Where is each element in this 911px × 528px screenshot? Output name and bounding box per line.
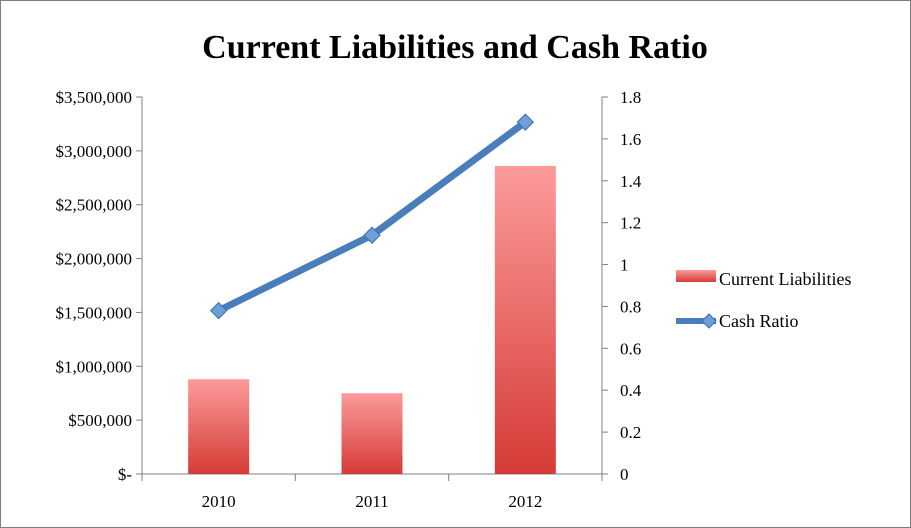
bar-current-liabilities-2012 bbox=[494, 165, 556, 475]
right-tick-label: 0.2 bbox=[620, 423, 641, 442]
right-tick-label: 1.4 bbox=[620, 172, 642, 191]
cash-ratio-line bbox=[209, 113, 535, 320]
right-tick-label: 1.2 bbox=[620, 214, 641, 233]
right-tick-label: 0.6 bbox=[620, 339, 641, 358]
cash-ratio-point-2012 bbox=[516, 113, 535, 131]
legend: Current Liabilities Cash Ratio bbox=[676, 269, 851, 331]
x-tick-label: 2012 bbox=[508, 492, 542, 511]
x-tick-label: 2011 bbox=[355, 492, 388, 511]
cash-ratio-point-2011 bbox=[363, 226, 381, 244]
bar-current-liabilities-2011 bbox=[341, 393, 403, 474]
right-tick-label: 0 bbox=[620, 465, 629, 484]
right-tick-label: 0.4 bbox=[620, 381, 642, 400]
left-tick-label: $500,000 bbox=[68, 411, 132, 430]
bars bbox=[188, 165, 556, 475]
left-tick-label: $2,000,000 bbox=[56, 250, 133, 269]
left-tick-label: $1,500,000 bbox=[56, 303, 133, 322]
cash-ratio-point-2010 bbox=[209, 301, 228, 320]
left-tick-label: $1,000,000 bbox=[56, 357, 133, 376]
tick-labels: $- $500,000 $1,000,000 $1,500,000 $2,000,000… bbox=[56, 88, 642, 511]
left-tick-label: $2,500,000 bbox=[56, 196, 133, 215]
left-tick-label: $3,500,000 bbox=[56, 88, 133, 107]
right-tick-label: 1.8 bbox=[620, 88, 641, 107]
left-tick-label: $3,000,000 bbox=[56, 142, 133, 161]
legend-swatch-current-liabilities bbox=[676, 270, 716, 282]
legend-marker-cash-ratio bbox=[701, 313, 717, 329]
legend-label-current-liabilities: Current Liabilities bbox=[719, 269, 851, 289]
right-tick-label: 0.8 bbox=[620, 297, 641, 316]
right-tick-label: 1 bbox=[620, 256, 629, 275]
bar-current-liabilities-2010 bbox=[188, 379, 250, 474]
chart-title: Current Liabilities and Cash Ratio bbox=[202, 29, 708, 66]
cash-ratio-polyline bbox=[215, 118, 529, 315]
right-tick-label: 1.6 bbox=[620, 130, 641, 149]
left-tick-label: $- bbox=[118, 465, 133, 484]
legend-item-cash-ratio: Cash Ratio bbox=[676, 311, 799, 331]
legend-label-cash-ratio: Cash Ratio bbox=[719, 311, 799, 331]
legend-item-current-liabilities: Current Liabilities bbox=[676, 269, 851, 289]
x-tick-label: 2010 bbox=[202, 492, 236, 511]
